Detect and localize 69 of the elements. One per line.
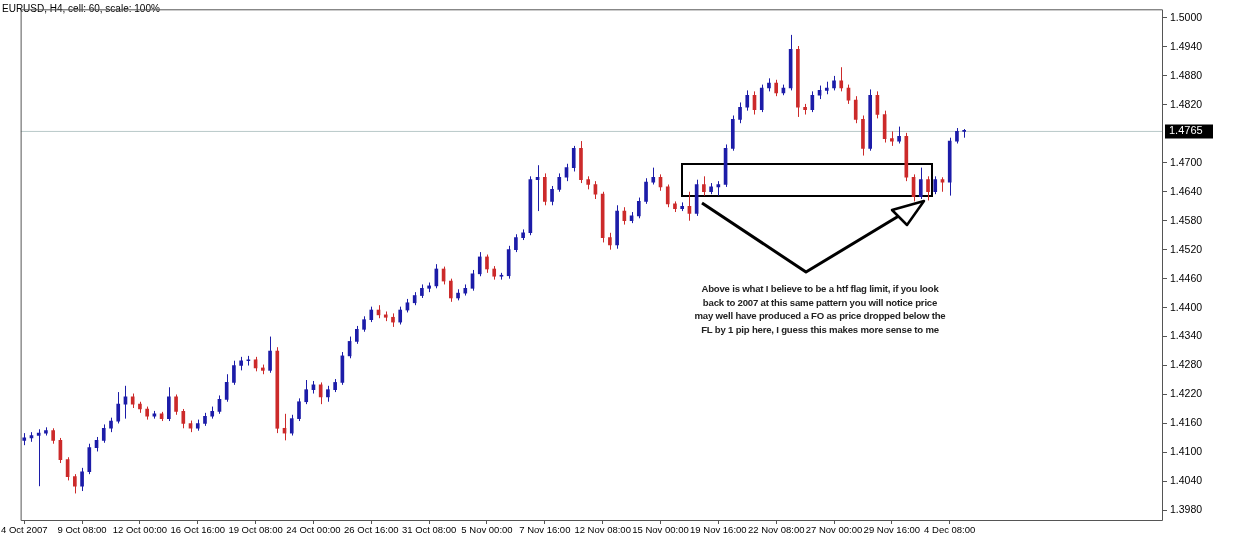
candlestick [759,84,764,113]
candlestick [297,397,301,422]
candlestick [738,101,742,124]
y-tick-label: 1.4880 [1170,68,1203,81]
candlestick [174,394,178,416]
candlestick [232,360,236,386]
candlestick [550,185,554,206]
candlestick [665,184,670,208]
candlestick [918,167,923,200]
candlestick [702,175,706,197]
y-tick-label: 1.4820 [1170,97,1203,110]
candlestick [304,379,309,405]
candlestick [167,386,171,422]
candlestick [101,423,106,444]
x-tick-label: 5 Nov 00:00 [461,524,513,536]
x-tick-label: 26 Oct 16:00 [344,524,399,536]
candlestick [477,251,482,277]
candlestick [557,172,562,193]
x-tick-label: 31 Oct 08:00 [401,524,457,536]
x-tick-label: 22 Nov 08:00 [747,524,805,536]
candlestick [926,175,930,201]
y-tick-label: 1.4640 [1170,184,1203,197]
y-tick-label: 1.4040 [1170,474,1203,487]
candlestick [636,197,641,219]
y-tick-label: 1.4940 [1170,39,1203,52]
candlestick [289,414,294,437]
y-tick-label: 1.4700 [1170,155,1203,168]
ref-line-label: 1.4765 [1169,124,1203,137]
x-tick-label: 12 Nov 08:00 [574,524,631,536]
candlestick [268,336,272,374]
y-tick-label: 1.4400 [1170,300,1203,313]
candlestick [224,373,229,403]
y-tick-label: 1.4160 [1170,416,1203,429]
y-tick-label: 1.4580 [1170,213,1203,226]
y-tick-label: 1.4520 [1170,242,1203,255]
annotation: Above is what I believe to be a htf flag limit, if you look back to 2007 at this same pattern you will notice price may well have produced a FO as price dropped below the FL by 1 pip here, I guess this makes more sense to me [693,282,947,336]
x-tick-label: 15 Nov 00:00 [632,524,689,536]
y-tick-label: 1.4340 [1170,329,1203,342]
candlestick [116,391,121,424]
candlestick [448,278,453,303]
x-tick-label: 4 Oct 2007 [1,524,48,536]
candlestick [318,381,323,405]
x-tick-label: 19 Oct 08:00 [228,524,283,536]
y-tick-label: 1.5000 [1170,10,1203,23]
x-tick-label: 27 Nov 00:00 [805,524,863,536]
x-tick-label: 24 Oct 00:00 [286,524,341,536]
x-tick-label: 9 Oct 08:00 [57,524,107,536]
y-tick-label: 1.3980 [1170,503,1203,516]
x-tick-label: 29 Nov 16:00 [863,524,921,536]
candlestick [839,66,844,92]
candlestick [80,467,84,492]
candlestick [73,473,77,494]
candlestick [644,177,648,205]
y-tick-label: 1.4280 [1170,358,1203,371]
candlestick [181,408,186,429]
candlestick [853,95,858,124]
x-tick-label: 7 Nov 16:00 [519,524,571,536]
y-tick-label: 1.4460 [1170,271,1203,284]
candlestick [485,254,489,274]
candlestick [571,145,576,172]
y-tick-label: 1.4100 [1170,445,1203,458]
candlestick [36,428,41,487]
chart-title: EURUSD, H4, cell: 60, scale: 100% [2,3,160,14]
y-tick-label: 1.4220 [1170,387,1203,400]
x-tick-label: 12 Oct 00:00 [112,524,168,536]
x-tick-label: 19 Nov 16:00 [690,524,747,536]
candlestick [745,89,750,112]
x-tick-label: 4 Dec 08:00 [924,524,976,536]
x-tick-label: 16 Oct 16:00 [170,524,225,536]
